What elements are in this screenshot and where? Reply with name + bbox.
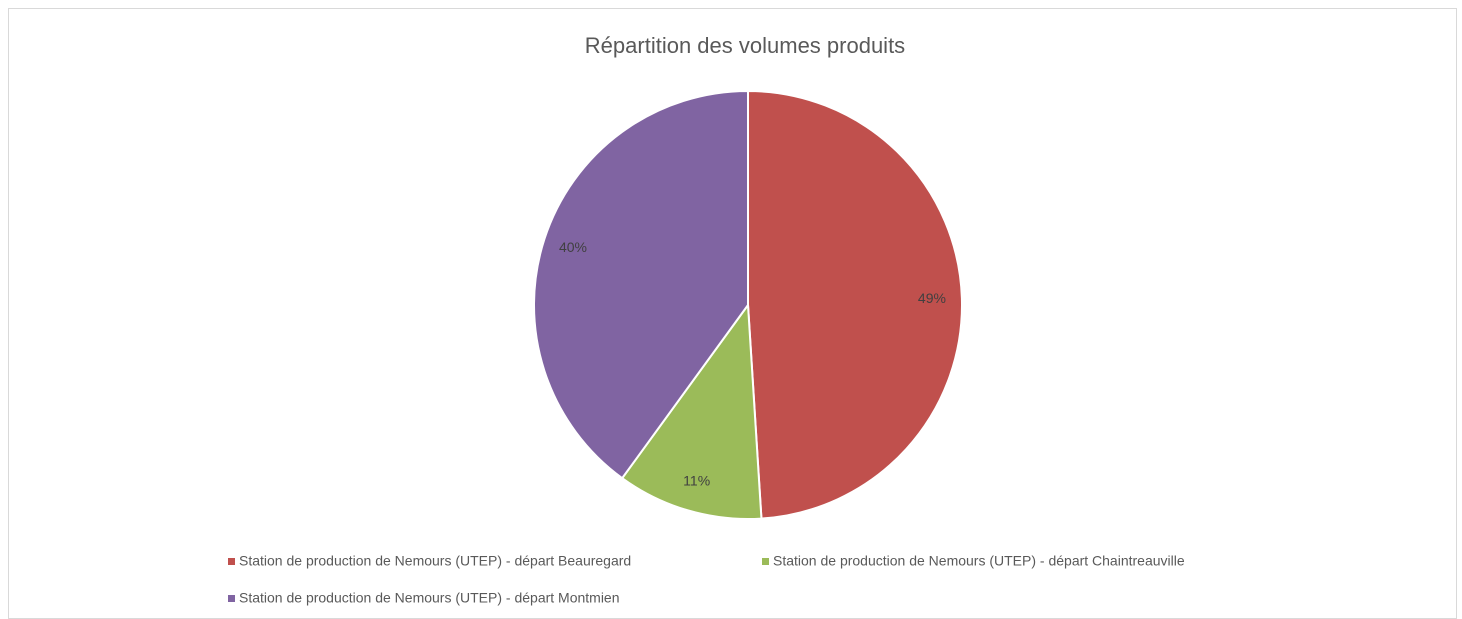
- data-label: 11%: [683, 472, 710, 488]
- data-label: 40%: [559, 239, 587, 255]
- legend-label: Station de production de Nemours (UTEP) …: [239, 590, 620, 606]
- pie-slice: [747, 89, 964, 520]
- data-label: 49%: [918, 290, 946, 306]
- pie-slice: [620, 302, 763, 520]
- legend-label: Station de production de Nemours (UTEP) …: [239, 553, 631, 569]
- pie-slice: [533, 89, 749, 480]
- legend-label: Station de production de Nemours (UTEP) …: [773, 553, 1185, 569]
- legend-marker: [228, 558, 235, 565]
- legend-marker: [762, 558, 769, 565]
- chart-title: Répartition des volumes produits: [585, 33, 905, 58]
- legend-marker: [228, 595, 235, 602]
